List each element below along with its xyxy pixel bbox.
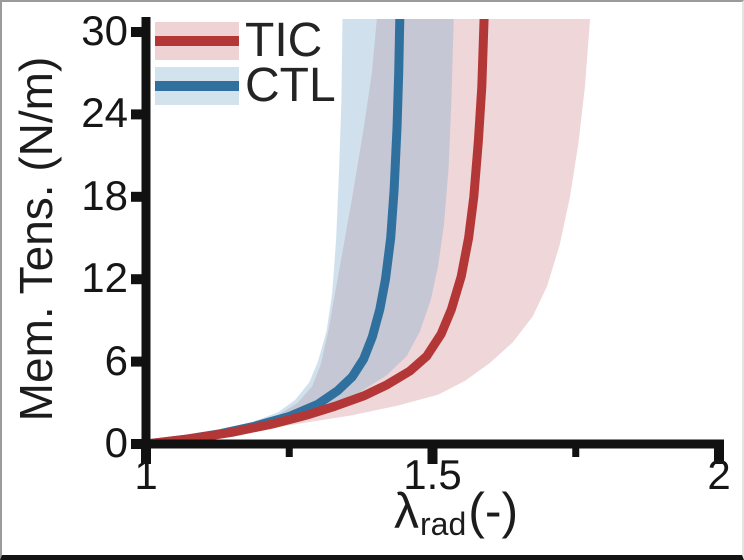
ctl-legend-swatch [155,67,239,105]
x-axis-units: (-) [468,483,519,539]
y-tick-label: 24 [81,89,128,137]
legend-item-tic: TIC [155,17,336,65]
tic-line-swatch [155,36,239,46]
y-tick-label: 0 [104,419,128,467]
x-axis-label: λ rad (-) [394,483,519,540]
tic-mean-line [146,19,489,445]
y-tick-label: 30 [81,7,128,55]
legend-item-ctl: CTL [155,62,336,110]
y-tick-label: 18 [81,171,128,219]
x-tick-label: 1 [134,451,158,498]
y-tick-label: 12 [81,254,128,302]
y-tick-label: 6 [104,336,128,384]
legend: TIC CTL [155,17,336,112]
axes [131,17,724,464]
ctl-line-swatch [155,81,239,91]
plot-data [146,19,591,445]
x-axis-subscript: rad [420,506,467,542]
x-tick-label: 2 [707,451,731,498]
tic-legend-swatch [155,22,239,60]
x-tick-label: 1.5 [403,451,462,498]
legend-label-ctl: CTL [245,59,336,112]
ctl-confidence-band [146,19,454,444]
legend-label-tic: TIC [245,14,323,67]
x-axis-symbol: λ [394,483,419,539]
